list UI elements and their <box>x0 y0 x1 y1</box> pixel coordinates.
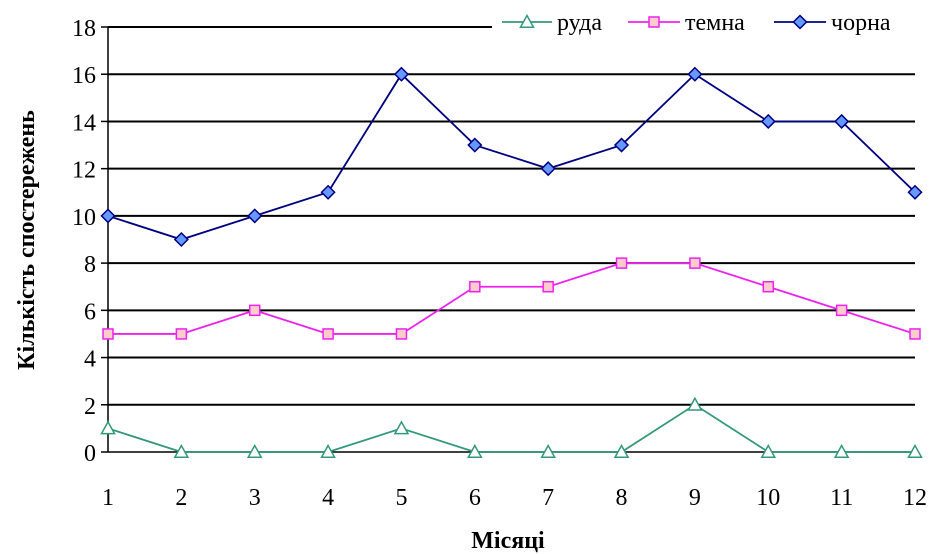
data-point <box>760 443 777 458</box>
data-point <box>835 304 848 317</box>
x-tick-label: 4 <box>322 485 334 511</box>
y-tick-label: 2 <box>84 394 96 420</box>
data-point <box>687 66 703 82</box>
legend-label: чорна <box>831 10 891 36</box>
x-tick-label: 2 <box>175 485 187 511</box>
x-tick-label: 11 <box>830 485 853 511</box>
series-2 <box>102 257 921 340</box>
data-point <box>469 280 481 293</box>
x-tick-labels: 1 2 3 4 5 6 7 8 9 10 11 12 <box>102 485 927 511</box>
legend-marker <box>792 14 808 30</box>
x-tick-label: 6 <box>469 485 481 511</box>
y-axis-title: Кількість спостережень <box>14 110 40 370</box>
data-point <box>320 443 336 458</box>
data-point <box>393 420 410 435</box>
x-tick-label: 10 <box>756 485 780 511</box>
data-point <box>175 328 188 340</box>
legend-marker <box>648 16 660 28</box>
data-series <box>100 66 923 458</box>
legend-background <box>492 4 922 42</box>
data-point <box>907 443 923 458</box>
axes <box>101 26 915 453</box>
data-point <box>246 443 263 458</box>
y-tick-label: 4 <box>84 347 96 373</box>
data-point <box>247 208 263 224</box>
series-line <box>107 72 916 241</box>
data-point <box>760 113 776 130</box>
legend-item: чорна <box>774 10 891 36</box>
data-point <box>613 443 630 458</box>
y-tick-label: 14 <box>72 110 96 136</box>
x-tick-label: 1 <box>102 485 114 511</box>
data-point <box>540 443 556 458</box>
legend-label: темна <box>685 10 745 36</box>
legend-label: руда <box>557 10 602 36</box>
data-point <box>100 208 116 224</box>
data-point <box>909 328 921 340</box>
y-tick-label: 18 <box>72 16 96 42</box>
x-tick-label: 9 <box>689 485 701 511</box>
data-point <box>542 280 554 293</box>
data-point <box>467 443 483 458</box>
series-1 <box>100 396 923 458</box>
legend: руда темна чорна <box>492 4 922 42</box>
data-point <box>615 257 628 269</box>
x-tick-label: 7 <box>542 485 554 511</box>
y-tick-label: 16 <box>72 63 96 89</box>
data-point <box>102 328 114 340</box>
x-axis-title: Місяці <box>471 528 545 554</box>
data-point <box>833 443 850 458</box>
x-tick-label: 5 <box>395 485 407 511</box>
data-point <box>100 420 116 435</box>
data-point <box>320 184 336 200</box>
x-tick-label: 12 <box>903 485 927 511</box>
legend-item: темна <box>628 10 745 36</box>
y-tick-label: 6 <box>84 299 96 325</box>
data-point <box>248 304 261 317</box>
legend-item: руда <box>502 10 602 36</box>
data-point <box>613 137 630 153</box>
series-line <box>107 403 915 453</box>
legend-marker <box>519 13 535 28</box>
data-point <box>322 328 334 340</box>
data-point <box>540 161 556 177</box>
data-point <box>467 137 483 153</box>
series-line <box>108 262 916 335</box>
data-point <box>689 257 701 269</box>
y-tick-labels: 0 2 4 6 8 10 12 14 16 18 <box>72 16 96 467</box>
data-point <box>834 113 850 130</box>
data-point <box>173 443 190 458</box>
y-tick-label: 10 <box>72 205 96 231</box>
data-point <box>907 184 923 200</box>
y-tick-label: 0 <box>84 441 96 467</box>
data-point <box>395 328 408 340</box>
data-point <box>393 66 410 82</box>
x-tick-label: 8 <box>616 485 628 511</box>
data-point <box>687 396 703 411</box>
y-tick-label: 8 <box>84 252 96 278</box>
gridlines <box>108 26 915 406</box>
data-point <box>173 231 189 248</box>
series-3 <box>100 66 923 248</box>
data-point <box>762 280 775 293</box>
y-tick-label: 12 <box>72 158 96 184</box>
x-tick-label: 3 <box>249 485 261 511</box>
